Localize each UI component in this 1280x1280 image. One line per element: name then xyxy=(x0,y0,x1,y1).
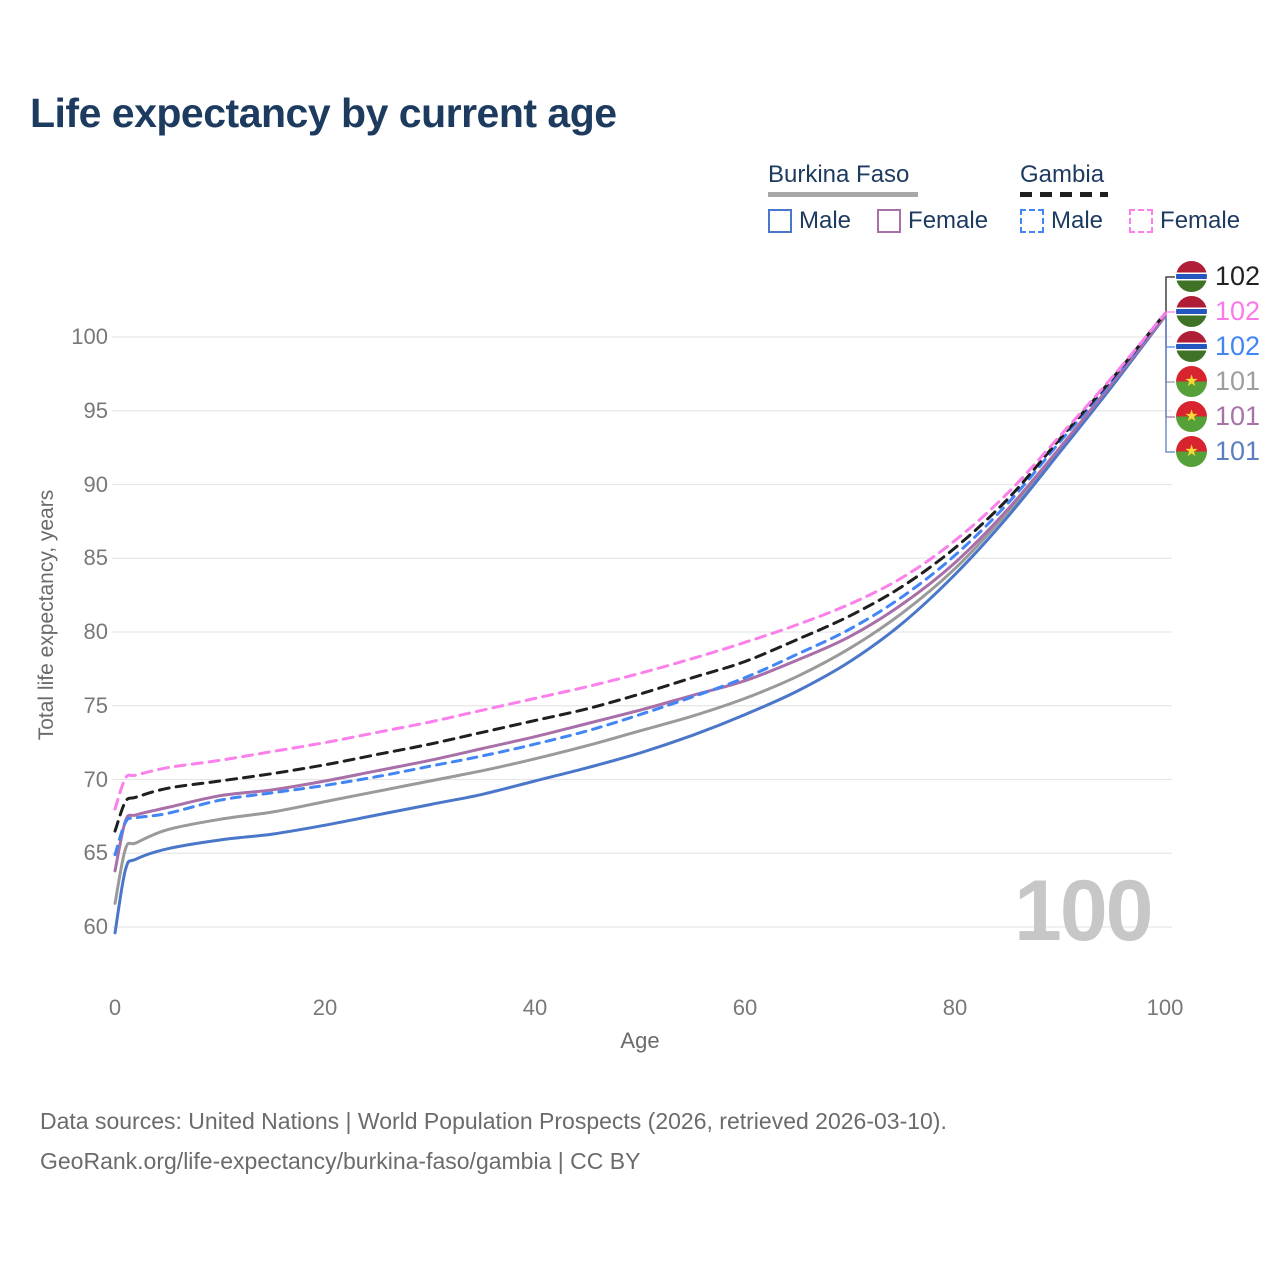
gambia-flag-icon xyxy=(1176,296,1207,327)
x-tick-label: 60 xyxy=(732,995,758,1020)
legend-item-burkina-faso-male[interactable]: Male xyxy=(768,207,851,235)
star-icon: ★ xyxy=(1184,408,1199,425)
end-value-label: 102 xyxy=(1215,261,1261,291)
end-value-label: 101 xyxy=(1215,436,1261,466)
legend-item-gambia-female[interactable]: Female xyxy=(1129,207,1240,235)
y-tick-label: 95 xyxy=(83,397,108,423)
star-icon: ★ xyxy=(1184,373,1199,390)
legend-item-label: Female xyxy=(908,207,989,234)
gambia-flag-icon xyxy=(1176,331,1207,362)
burkina-faso-flag-icon: ★ xyxy=(1176,436,1207,467)
burkina-faso-flag-icon: ★ xyxy=(1176,366,1207,397)
x-tick-label: 20 xyxy=(312,995,338,1020)
end-label-connector xyxy=(1165,311,1175,316)
dashed-line-swatch xyxy=(1020,192,1108,197)
female-solid-swatch xyxy=(877,209,902,233)
age-indicator-watermark: 100 xyxy=(1014,863,1153,959)
end-value-label: 102 xyxy=(1215,296,1261,326)
legend-item-burkina-faso-female[interactable]: Female xyxy=(877,207,988,235)
male-solid-swatch xyxy=(768,209,792,233)
end-value-row: ★ 101 xyxy=(1176,399,1260,434)
series-line-bf_female xyxy=(113,314,1167,873)
end-value-label: 102 xyxy=(1215,331,1261,361)
legend-group-burkina-faso: Burkina Faso Male Female xyxy=(768,161,1014,235)
female-dashed-swatch xyxy=(1129,209,1154,233)
y-tick-label: 65 xyxy=(83,840,108,866)
x-tick-label: 40 xyxy=(522,995,548,1020)
footer-data-sources: Data sources: United Nations | World Pop… xyxy=(40,1108,947,1134)
x-tick-label: 100 xyxy=(1146,995,1184,1020)
x-axis-title: Age xyxy=(620,1028,660,1053)
end-value-row: 102 xyxy=(1176,294,1260,329)
solid-line-swatch xyxy=(768,192,918,197)
end-value-row: 102 xyxy=(1176,329,1260,364)
legend-country-label: Burkina Faso xyxy=(768,161,910,188)
star-icon: ★ xyxy=(1184,443,1199,460)
series-line-gm_female xyxy=(113,311,1167,811)
legend-country-gambia[interactable]: Gambia xyxy=(1020,161,1266,197)
series-line-gm_male xyxy=(113,311,1167,857)
end-value-label: 101 xyxy=(1215,401,1261,431)
legend-country-label: Gambia xyxy=(1020,161,1105,188)
page-title: Life expectancy by current age xyxy=(30,90,617,136)
legend-country-burkina-faso[interactable]: Burkina Faso xyxy=(768,161,1014,197)
y-tick-label: 75 xyxy=(83,692,108,718)
y-tick-label: 100 xyxy=(71,324,108,349)
end-label-connector xyxy=(1165,316,1175,453)
end-label-connector xyxy=(1165,316,1175,418)
legend-item-label: Male xyxy=(799,207,852,234)
footer-attribution: GeoRank.org/life-expectancy/burkina-faso… xyxy=(40,1148,641,1174)
gambia-flag-icon xyxy=(1176,261,1207,292)
series-line-bf_male xyxy=(113,314,1167,935)
y-tick-label: 90 xyxy=(83,471,108,497)
legend-item-label: Male xyxy=(1051,207,1104,234)
end-value-label: 101 xyxy=(1215,366,1261,396)
series-line-bf_both xyxy=(113,314,1167,905)
x-tick-label: 0 xyxy=(108,995,122,1020)
series-line-gm_both xyxy=(113,311,1167,833)
legend-item-label: Female xyxy=(1160,207,1241,234)
end-label-connector xyxy=(1165,316,1175,383)
male-dashed-swatch xyxy=(1020,209,1044,233)
end-label-connector xyxy=(1165,316,1175,348)
end-value-row: 102 xyxy=(1176,259,1260,294)
end-value-row: ★ 101 xyxy=(1176,364,1260,399)
burkina-faso-flag-icon: ★ xyxy=(1176,401,1207,432)
x-tick-label: 80 xyxy=(942,995,968,1020)
legend-group-gambia: Gambia Male Female xyxy=(1020,161,1266,235)
end-label-connector xyxy=(1165,276,1175,316)
y-tick-label: 80 xyxy=(83,619,108,644)
legend-item-gambia-male[interactable]: Male xyxy=(1020,207,1103,235)
y-tick-label: 85 xyxy=(83,545,108,571)
y-tick-label: 70 xyxy=(83,766,108,792)
end-value-row: ★ 101 xyxy=(1176,434,1260,469)
y-tick-label: 60 xyxy=(83,914,108,939)
